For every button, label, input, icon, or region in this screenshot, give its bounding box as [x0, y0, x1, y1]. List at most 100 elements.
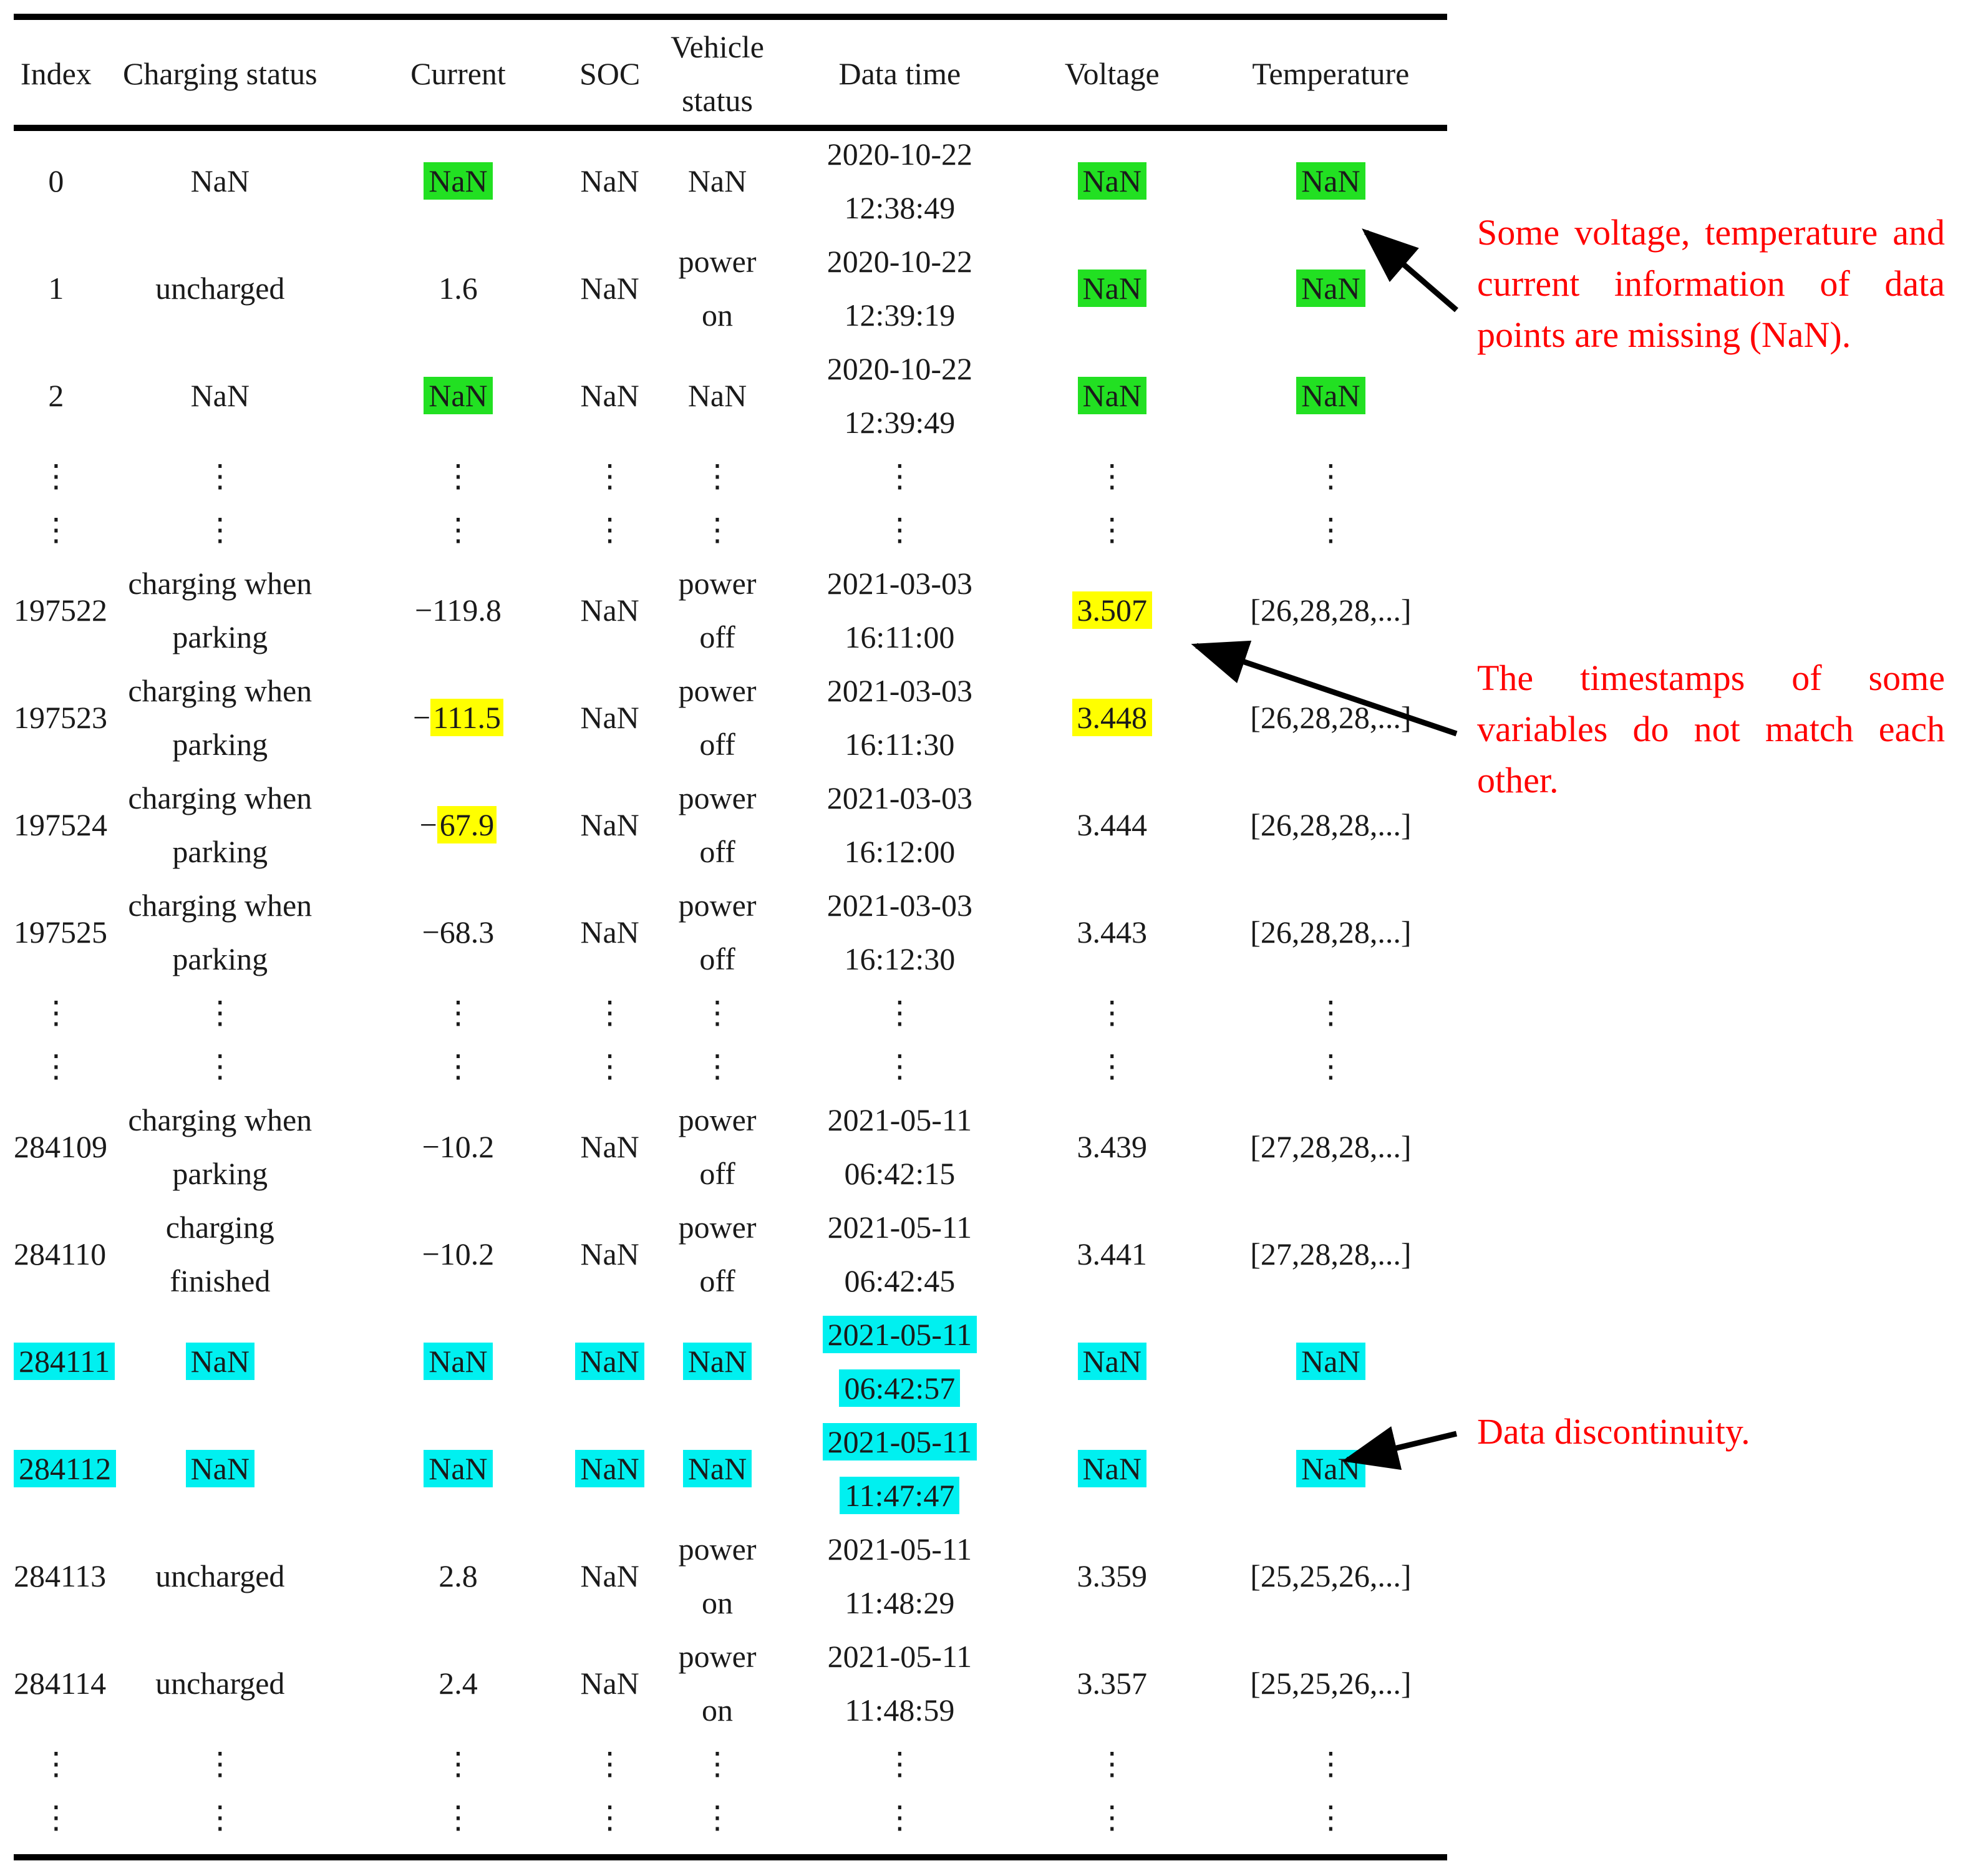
cell-charging-text: NaN — [190, 378, 250, 413]
cell-soc-text: NaN — [580, 1237, 639, 1271]
cell-soc-text: NaN — [580, 700, 639, 735]
ellipsis-cell: ⋮ — [1315, 512, 1347, 547]
cell-voltage-text: NaN — [1077, 270, 1146, 307]
cell-voltage: NaN — [1010, 1308, 1214, 1415]
header-vehicle-status: Vehicle status — [645, 20, 790, 127]
cell-time-text: 12:39:49 — [844, 405, 956, 440]
cell-voltage-text: NaN — [1077, 162, 1146, 200]
cell-vehicle: power on — [645, 1522, 790, 1630]
cell-time: 2021-03-03 16:11:00 — [790, 556, 1010, 664]
ellipsis-cell: ⋮ — [884, 995, 916, 1030]
cell-temp-text: NaN — [1296, 162, 1365, 200]
cell-temp: NaN — [1214, 1308, 1447, 1415]
annotation-missing-data: Some voltage, temperature and current in… — [1477, 212, 1945, 355]
ellipsis-cell: ⋮ — [204, 995, 236, 1030]
cell-soc: NaN — [574, 556, 645, 664]
ellipsis-cell: ⋮ — [594, 1049, 626, 1084]
header-voltage: Voltage — [1064, 56, 1160, 91]
cell-soc: NaN — [574, 342, 645, 449]
cell-voltage-text: 3.441 — [1077, 1237, 1148, 1271]
ellipsis-cell: ⋮ — [1315, 1746, 1347, 1781]
cell-charging: uncharged — [99, 1522, 342, 1630]
cell-current: −68.3 — [342, 878, 574, 986]
cell-current: NaN — [342, 1308, 574, 1415]
cell-current-text: 2.8 — [439, 1558, 478, 1593]
cell-soc: NaN — [574, 878, 645, 986]
cell-charging: charging when parking — [99, 1093, 342, 1200]
cell-current: −67.9 — [342, 771, 574, 878]
cell-soc: NaN — [574, 1522, 645, 1630]
cell-current-text: NaN — [424, 1450, 493, 1487]
cell-charging-text: NaN — [190, 163, 250, 198]
cell-time: 2021-05-11 11:48:29 — [790, 1522, 1010, 1630]
cell-index-text: 284110 — [14, 1237, 107, 1271]
cell-soc: NaN — [574, 664, 645, 771]
table-row: 197523 charging when parking −111.5 NaN power… — [14, 664, 1447, 771]
cell-voltage-text: 3.439 — [1077, 1129, 1148, 1164]
cell-temp: [26,28,28,...] — [1214, 771, 1447, 878]
cell-time: 2021-05-11 06:42:45 — [790, 1200, 1010, 1308]
cell-soc-text: NaN — [580, 1666, 639, 1701]
cell-voltage-text: 3.359 — [1077, 1558, 1148, 1593]
table-row: 284110 charging finished −10.2 NaN power off 20… — [14, 1200, 1447, 1308]
cell-time-text: 12:38:49 — [844, 190, 956, 225]
cell-time: 2021-03-03 16:12:30 — [790, 878, 1010, 986]
cell-voltage: 3.507 — [1010, 556, 1214, 664]
cell-time: 2021-03-03 16:12:00 — [790, 771, 1010, 878]
cell-charging: charging finished — [99, 1200, 342, 1308]
ellipsis-cell: ⋮ — [442, 1049, 474, 1084]
header-soc: SOC — [579, 56, 641, 91]
ellipsis-cell: ⋮ — [1096, 1746, 1128, 1781]
ellipsis-cell: ⋮ — [594, 459, 626, 493]
ellipsis-cell: ⋮ — [442, 995, 474, 1030]
cell-voltage-text: 3.507 — [1072, 591, 1152, 629]
cell-vehicle-text: power — [678, 1210, 757, 1245]
cell-charging: NaN — [99, 127, 342, 235]
header-temperature: Temperature — [1252, 56, 1410, 91]
cell-charging-text: NaN — [185, 1343, 254, 1380]
cell-voltage: 3.357 — [1010, 1630, 1214, 1737]
table-row: 284113 uncharged 2.8 NaN power on 2021-05-11 11… — [14, 1522, 1447, 1630]
cell-index-text: 1 — [48, 271, 64, 306]
cell-vehicle-text: off — [699, 620, 735, 654]
ellipsis-row: ⋮ ⋮ ⋮ ⋮ ⋮ ⋮ ⋮ ⋮ — [14, 1737, 1447, 1791]
cell-time-text: 11:47:47 — [840, 1477, 960, 1514]
cell-current-text: 2.4 — [439, 1666, 478, 1701]
cell-soc-text: NaN — [580, 915, 639, 950]
cell-current-text: −10.2 — [422, 1237, 495, 1271]
cell-index-text: 197524 — [14, 807, 107, 842]
cell-current-text: −119.8 — [415, 593, 502, 628]
cell-vehicle: power off — [645, 878, 790, 986]
ellipsis-row: ⋮ ⋮ ⋮ ⋮ ⋮ ⋮ ⋮ ⋮ — [14, 1039, 1447, 1093]
cell-vehicle-text: power — [678, 780, 757, 815]
cell-time-text: 11:48:59 — [845, 1693, 955, 1728]
cell-charging: charging when parking — [99, 664, 342, 771]
cell-temp-text: NaN — [1296, 377, 1365, 414]
ellipsis-cell: ⋮ — [702, 1049, 734, 1084]
cell-vehicle-text: off — [699, 941, 735, 976]
cell-voltage: NaN — [1010, 235, 1214, 342]
ellipsis-cell: ⋮ — [884, 459, 916, 493]
cell-voltage-text: NaN — [1077, 1343, 1146, 1380]
cell-current: −119.8 — [342, 556, 574, 664]
cell-time-text: 2021-05-11 — [827, 1532, 972, 1567]
table-row: 197522 charging when parking −119.8 NaN power… — [14, 556, 1447, 664]
ellipsis-cell: ⋮ — [1315, 1800, 1347, 1835]
cell-charging: NaN — [99, 1308, 342, 1415]
cell-soc-text: NaN — [575, 1343, 644, 1380]
cell-time-text: 06:42:45 — [844, 1263, 956, 1298]
cell-index: 284114 — [14, 1630, 106, 1737]
ellipsis-cell: ⋮ — [884, 512, 916, 547]
cell-vehicle-text: off — [699, 727, 735, 762]
cell-voltage: 3.444 — [1010, 771, 1214, 878]
cell-charging: charging when parking — [99, 878, 342, 986]
table-header-row: Index Charging status Current SOC Vehicl… — [14, 20, 1447, 127]
vehicle-data-table: Index Charging status Current SOC Vehicl… — [14, 20, 1447, 1844]
cell-index: 1 — [14, 235, 99, 342]
cell-charging-text: parking — [172, 620, 268, 654]
header-data-time: Data time — [838, 56, 961, 91]
cell-voltage: 3.443 — [1010, 878, 1214, 986]
cell-soc-text: NaN — [580, 163, 639, 198]
cell-temp-text: [26,28,28,...] — [1250, 593, 1412, 628]
